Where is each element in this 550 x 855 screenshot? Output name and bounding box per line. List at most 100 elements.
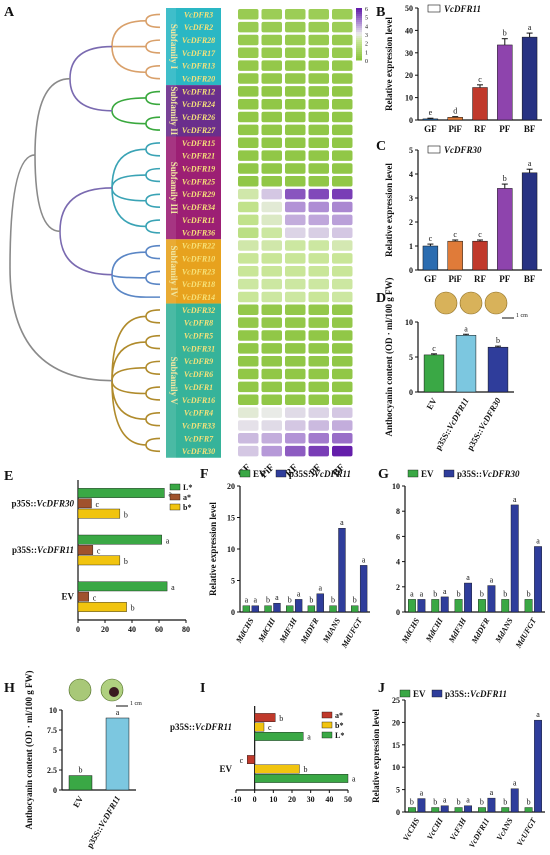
x-tick-label: MdF3H — [446, 616, 468, 645]
subfamily-band — [166, 136, 176, 240]
heatmap-cell — [332, 368, 353, 380]
tree-branch — [145, 411, 161, 427]
bar — [534, 546, 542, 613]
heatmap-cell — [238, 240, 259, 251]
significance-letter: a — [420, 589, 424, 598]
heatmap-cell — [285, 150, 306, 161]
heatmap-cell — [285, 420, 306, 431]
y-tick-label: 4 — [409, 170, 413, 179]
legend-swatch — [239, 469, 251, 478]
heatmap-cell — [261, 111, 282, 123]
heatmap-cell — [332, 330, 353, 341]
significance-letter: a — [275, 593, 279, 602]
heatmap-cell — [308, 176, 329, 187]
heatmap-cell — [308, 227, 329, 238]
colorbar-tick-label: 1 — [365, 50, 368, 56]
gene-label-band — [176, 303, 221, 458]
y-tick-label: 5 — [53, 746, 57, 755]
heatmap-cell — [238, 214, 259, 226]
heatmap-cell — [332, 201, 353, 213]
tree-branch — [145, 142, 161, 157]
significance-letter: c — [240, 756, 244, 765]
heatmap-cell — [261, 445, 282, 457]
gene-label: VcDFR33 — [182, 421, 215, 430]
heatmap-cell — [308, 368, 329, 380]
gene-label: VcDFR17 — [182, 49, 216, 58]
bar — [464, 582, 473, 613]
tree-branch — [145, 309, 161, 324]
y-tick-label: 5 — [231, 577, 235, 586]
gene-label: VcDFR30 — [182, 447, 215, 456]
heatmap-cell — [285, 111, 306, 123]
heatmap-cell — [261, 433, 282, 444]
colorbar-segment — [356, 42, 362, 45]
x-tick-label: MdCHI — [256, 616, 278, 644]
significance-letter: a — [443, 587, 447, 596]
significance-letter: b — [433, 589, 437, 598]
significance-letter: a — [352, 775, 356, 784]
colorbar-segment — [356, 56, 362, 59]
heatmap-cell — [332, 214, 353, 226]
heatmap-cell — [238, 124, 259, 136]
legend-label: p35S::VcDFR30 — [457, 469, 520, 479]
x-tick-label: BF — [524, 274, 536, 284]
heatmap-cell — [261, 291, 282, 303]
x-tick-label: PiF — [448, 274, 462, 284]
bar — [423, 354, 445, 393]
tree-branch — [111, 380, 147, 395]
legend-swatch — [169, 493, 181, 501]
bar — [521, 36, 538, 121]
gene-label: VcDFR25 — [182, 177, 215, 186]
panel-a-heatmap-tree: A Subfamily I Subfamily II Subfamily III Sub… — [4, 5, 368, 480]
bar — [408, 807, 416, 813]
gene-label: VcDFR13 — [182, 62, 215, 71]
tree-branch — [69, 45, 113, 112]
significance-letter: a — [443, 796, 447, 805]
heatmap-cell — [261, 330, 282, 341]
significance-letter: b — [353, 596, 357, 605]
gene-label: VcDFR21 — [182, 152, 215, 161]
panel-h-bar-chart: H 1 cm 0 2.5 5 7.5 10 Anthocyanin content (OD ·… — [4, 670, 142, 849]
significance-letter: a — [116, 708, 120, 717]
tree-branch — [111, 110, 147, 125]
heatmap-cell — [308, 278, 329, 290]
heatmap-cell — [285, 86, 306, 97]
heatmap-cell — [332, 98, 353, 110]
bar — [431, 807, 440, 813]
bar — [294, 599, 303, 613]
tree-branch — [111, 97, 147, 111]
y-tick-label: 2 — [396, 583, 400, 592]
subfamily-label: Subfamily IV — [169, 246, 179, 298]
heatmap-cell — [261, 381, 282, 393]
bar — [464, 805, 473, 813]
y-tick-label: 0 — [409, 116, 413, 125]
tree-branch — [145, 13, 161, 29]
x-tick-label: MdANS — [321, 616, 343, 645]
panel-letter: F — [200, 467, 209, 482]
heatmap-cell — [308, 266, 329, 277]
legend-swatch — [427, 145, 441, 154]
significance-letter: c — [429, 234, 433, 243]
colorbar-segment — [356, 52, 362, 55]
heatmap-cell — [308, 124, 329, 136]
x-tick-label: 40 — [325, 795, 333, 804]
tree-branch — [111, 46, 147, 74]
significance-letter: a — [362, 555, 366, 564]
bar — [447, 240, 463, 271]
heatmap-cell — [285, 291, 306, 303]
heatmap-cell — [285, 394, 306, 405]
gene-label: VcDFR32 — [182, 306, 215, 315]
y-tick-label: 30 — [405, 49, 413, 58]
heatmap-cell — [285, 201, 306, 213]
heatmap-cell — [308, 98, 329, 110]
heatmap-cell — [238, 253, 259, 264]
significance-letter: a — [254, 596, 258, 605]
tree-branch — [145, 193, 161, 208]
heatmap-cell — [238, 227, 259, 238]
heatmap-cell — [261, 124, 282, 136]
gene-label: VcDFR10 — [182, 254, 215, 263]
colorbar-segment — [356, 24, 362, 27]
bar — [246, 755, 255, 765]
heatmap-cell — [261, 188, 282, 200]
